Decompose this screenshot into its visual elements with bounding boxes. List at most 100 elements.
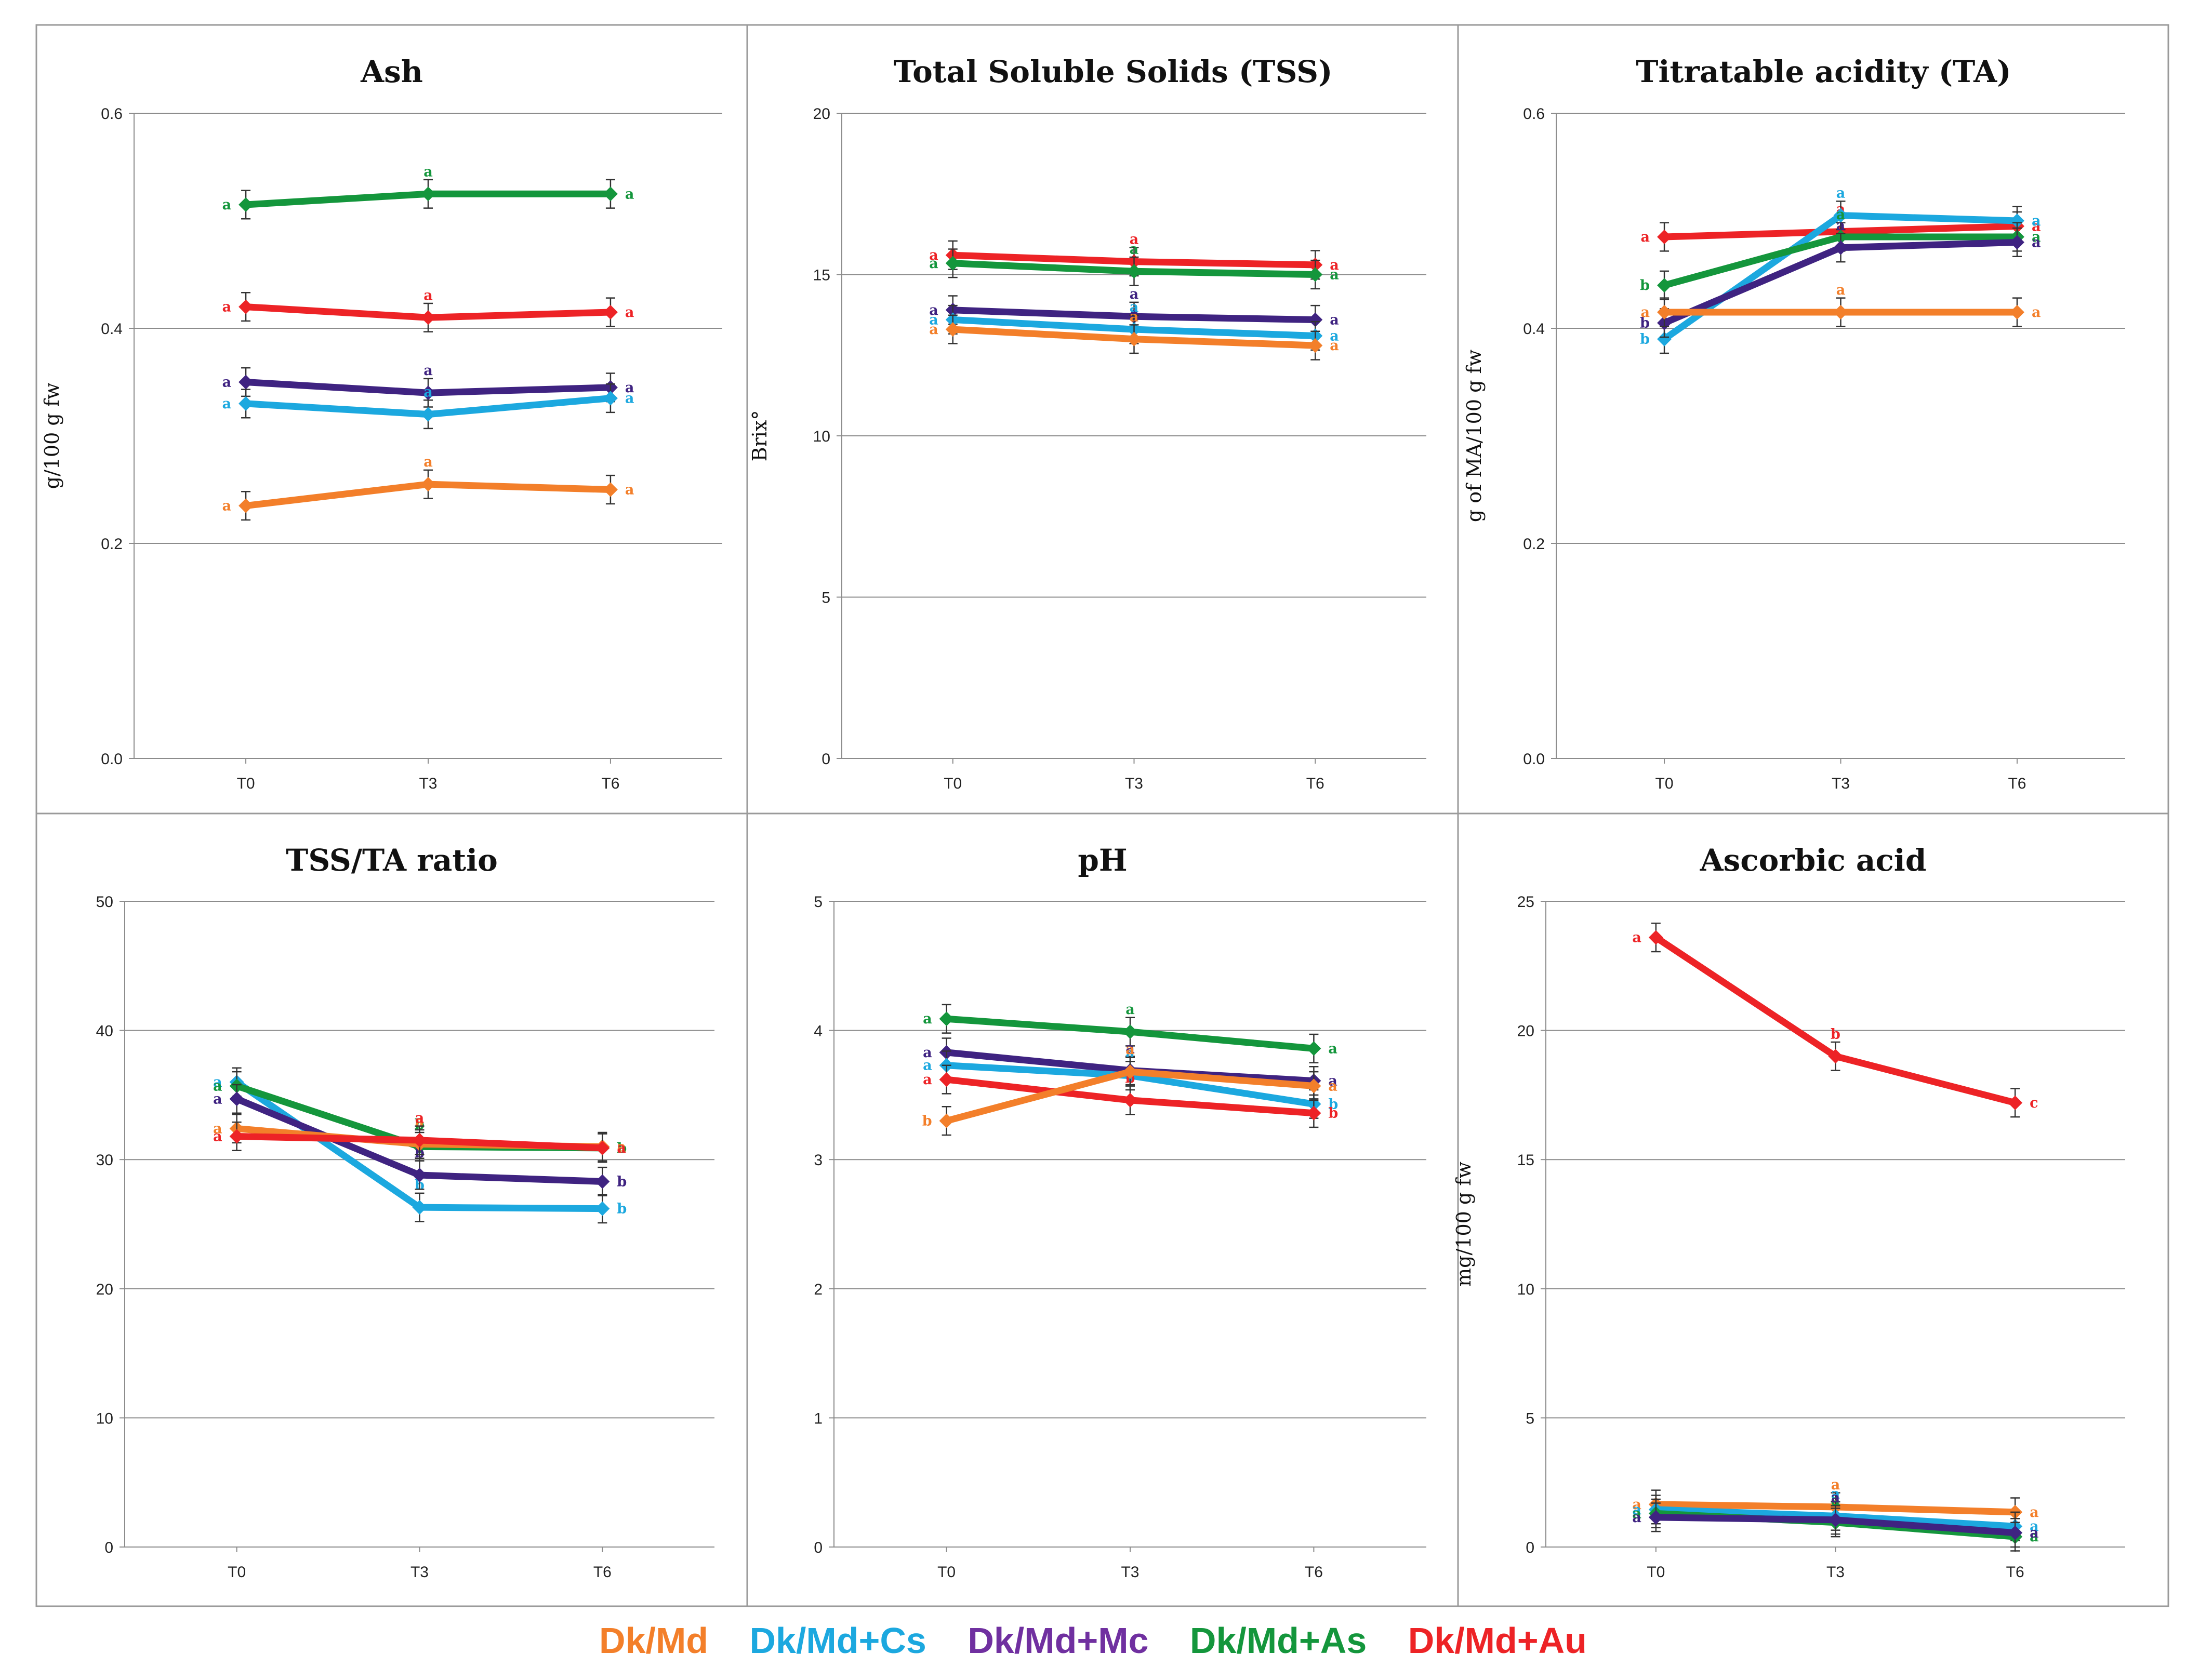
significance-letter: a [1130,309,1139,325]
y-tick-label: 0 [814,1539,823,1556]
significance-letter: a [423,454,433,470]
series-dk-md-as: aaa [929,241,1339,290]
data-point [412,1200,427,1215]
y-tick-label: 5 [822,590,830,607]
y-tick-label: 2 [814,1281,823,1298]
data-point [1648,930,1663,945]
data-point [603,186,618,202]
series-dk-md-mc: abb [213,1084,627,1197]
significance-letter: a [1831,1486,1840,1502]
series-dk-md-au: a a a [222,287,634,332]
significance-letter: b [1640,315,1650,331]
chart-panel-ph: pH012345T0T3T6aaaaaaaababbbaa [746,812,1459,1607]
significance-letter: a [2032,213,2041,229]
significance-letter: a [625,186,634,202]
significance-letter: a [415,1110,425,1126]
data-point [1123,1092,1137,1108]
significance-letter: a [1130,299,1139,315]
data-point [421,186,435,202]
data-point [239,299,254,314]
significance-letter: a [423,164,433,180]
series-line [1652,934,2019,1106]
series-dk-md-mc: a a a [1632,1490,2039,1548]
significance-letter: a [222,498,232,514]
x-tick-label: T0 [237,775,255,792]
data-point [603,391,618,406]
significance-letter: a [625,482,634,498]
y-tick-label: 10 [1517,1281,1534,1298]
significance-letter: a [1328,1073,1337,1089]
data-point [2009,235,2024,250]
y-tick-label: 15 [813,267,830,284]
x-tick-label: T6 [601,775,619,792]
significance-letter: a [213,1078,222,1094]
panel-border [35,24,748,815]
data-point [603,304,618,319]
significance-letter: a [617,1139,626,1155]
significance-letter: a [1328,1078,1337,1094]
data-point [1308,267,1323,282]
significance-letter: a [625,391,634,407]
data-point [1657,230,1672,245]
panel-border [746,24,1459,815]
y-tick-label: 0.2 [101,536,123,553]
chart-title: Ascorbic acid [1700,843,1927,878]
significance-letter: a [222,299,232,315]
y-tick-label: 0.6 [1523,105,1545,123]
significance-letter: a [923,1072,932,1088]
data-point [939,1113,954,1128]
data-point [1123,1024,1137,1039]
y-tick-label: 0.4 [1523,321,1545,338]
y-tick-label: 0 [1526,1539,1534,1556]
significance-letter: a [2030,1518,2039,1535]
y-axis-label: mg/100 g fw [1452,1162,1475,1287]
significance-letter: a [423,287,433,303]
significance-letter: b [1328,1096,1338,1112]
significance-letter: a [1641,304,1650,321]
y-tick-label: 0.2 [1523,536,1545,553]
significance-letter: b [1328,1105,1338,1122]
chart-panel-tss-ta-ratio: TSS/TA ratio01020304050T0T3T6abbabbabbaa… [35,812,748,1607]
significance-letter: a [1836,185,1846,202]
x-tick-label: T0 [228,1564,246,1581]
data-point [239,375,254,390]
y-tick-label: 0.0 [1523,751,1545,768]
data-point [412,1168,427,1183]
series-dk-md-as: aaa [923,1002,1337,1063]
chart-title: Titratable acidity (TA) [1636,54,2011,89]
significance-letter: a [929,312,938,328]
x-tick-label: T0 [1655,775,1674,792]
data-point [1648,1510,1663,1525]
data-point [939,1072,954,1087]
y-tick-label: 15 [1517,1152,1534,1169]
data-point [412,1132,427,1148]
data-point [1833,208,1848,223]
y-tick-label: 5 [814,894,823,911]
y-tick-label: 30 [96,1152,113,1169]
significance-letter: a [625,304,634,321]
series-dk-md-au: a b c [1632,923,2038,1118]
data-point [1657,331,1672,346]
x-tick-label: T6 [2006,1564,2024,1581]
data-point [595,1140,610,1155]
x-tick-label: T0 [1647,1564,1665,1581]
x-tick-label: T3 [419,775,437,792]
x-tick-label: T3 [1121,1564,1139,1581]
y-tick-label: 0.6 [101,105,123,123]
legend-item-dk-md: Dk/Md [599,1620,709,1661]
significance-letter: b [922,1113,932,1129]
y-axis-label: g/100 g fw [41,382,63,489]
chart-panel-ascorbic-acid: Ascorbic acid 0 5 10 15 20 25 T0 T3 T6 mg/100 g fw… [1452,812,2169,1607]
significance-letter: a [1831,1477,1840,1493]
y-tick-label: 0 [822,751,830,768]
data-point [945,256,960,271]
data-point [1127,264,1142,279]
data-point [595,1201,610,1216]
significance-letter: a [1632,1497,1641,1513]
chart-panel-titratable-acidity-ta: Titratable acidity (TA) 0.0 0.2 0.4 0.6 T0 T3 T… [1457,24,2169,815]
data-point [421,310,435,325]
data-point [2008,1095,2023,1110]
significance-letter: a [1632,930,1641,946]
significance-letter: b [1640,277,1650,294]
significance-letter: a [1831,1490,1840,1506]
